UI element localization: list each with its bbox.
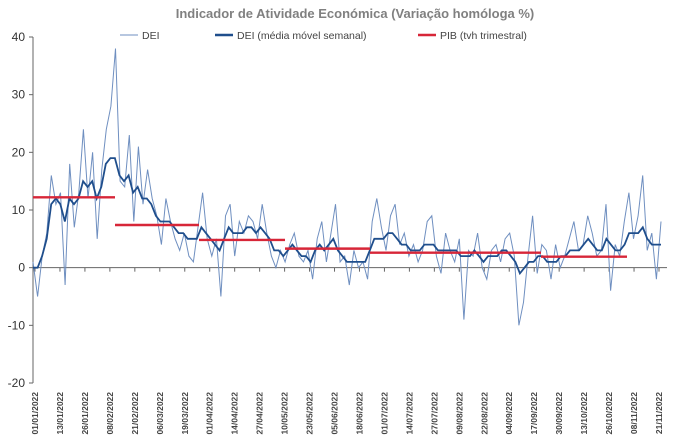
legend-item-pib-label: PIB (tvh trimestral) <box>440 30 527 42</box>
series-dei-moving-average-line <box>33 157 661 276</box>
x-tick-label: 22/08/2022 <box>479 392 489 435</box>
x-tick-label: 09/08/2022 <box>454 392 464 435</box>
x-tick-label: 30/09/2022 <box>554 392 564 435</box>
axes: -20 -10 0 10 20 30 40 <box>8 30 667 390</box>
x-tick-label: 18/06/2022 <box>354 392 364 435</box>
x-tick-label: 27/04/2022 <box>255 392 265 435</box>
x-tick-label: 14/07/2022 <box>404 392 414 435</box>
y-tick-label: -20 <box>8 376 26 390</box>
legend: DEI DEI (média móvel semanal) PIB (tvh tri… <box>120 30 527 42</box>
x-tick-label: 01/07/2022 <box>379 392 389 435</box>
x-tick-label: 17/09/2022 <box>529 392 539 435</box>
x-tick-label: 19/03/2022 <box>180 392 190 435</box>
x-tick-label: 21/11/2022 <box>654 392 664 434</box>
x-tick-label: 08/11/2022 <box>629 392 639 434</box>
series-layer <box>32 48 662 326</box>
x-tick-label: 27/07/2022 <box>429 392 439 435</box>
legend-item-dei-media-movel-label: DEI (média móvel semanal) <box>237 30 367 42</box>
y-tick-label: 10 <box>12 203 26 217</box>
x-tick-label: 01/01/2022 <box>30 392 40 435</box>
chart-title: Indicador de Atividade Económica (Variaç… <box>176 6 535 21</box>
x-tick-label: 14/04/2022 <box>230 392 240 435</box>
x-tick-label: 10/05/2022 <box>280 392 290 435</box>
x-tick-label: 04/09/2022 <box>504 392 514 435</box>
x-tick-label: 05/06/2022 <box>330 392 340 435</box>
x-tick-label: 26/01/2022 <box>80 392 90 435</box>
x-tick-label: 08/02/2022 <box>105 392 115 435</box>
x-tick-label: 21/02/2022 <box>130 392 140 435</box>
y-tick-label: 40 <box>12 30 26 44</box>
x-tick-label: 23/05/2022 <box>305 392 315 435</box>
series-dei-line <box>32 48 662 326</box>
x-tick-label: 06/03/2022 <box>155 392 165 435</box>
legend-item-dei-label: DEI <box>142 30 160 42</box>
y-tick-label: 30 <box>12 88 26 102</box>
y-tick-label: -10 <box>8 318 26 332</box>
x-tick-label: 13/10/2022 <box>579 392 589 435</box>
y-tick-label: 0 <box>18 261 25 275</box>
x-tick-labels: 01/01/2022 13/01/2022 26/01/2022 08/02/2022… <box>30 392 664 435</box>
x-tick-label: 01/04/2022 <box>205 392 215 435</box>
x-tick-label: 26/10/2022 <box>604 392 614 435</box>
y-tick-label: 20 <box>12 145 26 159</box>
x-tick-label: 13/01/2022 <box>55 392 65 435</box>
